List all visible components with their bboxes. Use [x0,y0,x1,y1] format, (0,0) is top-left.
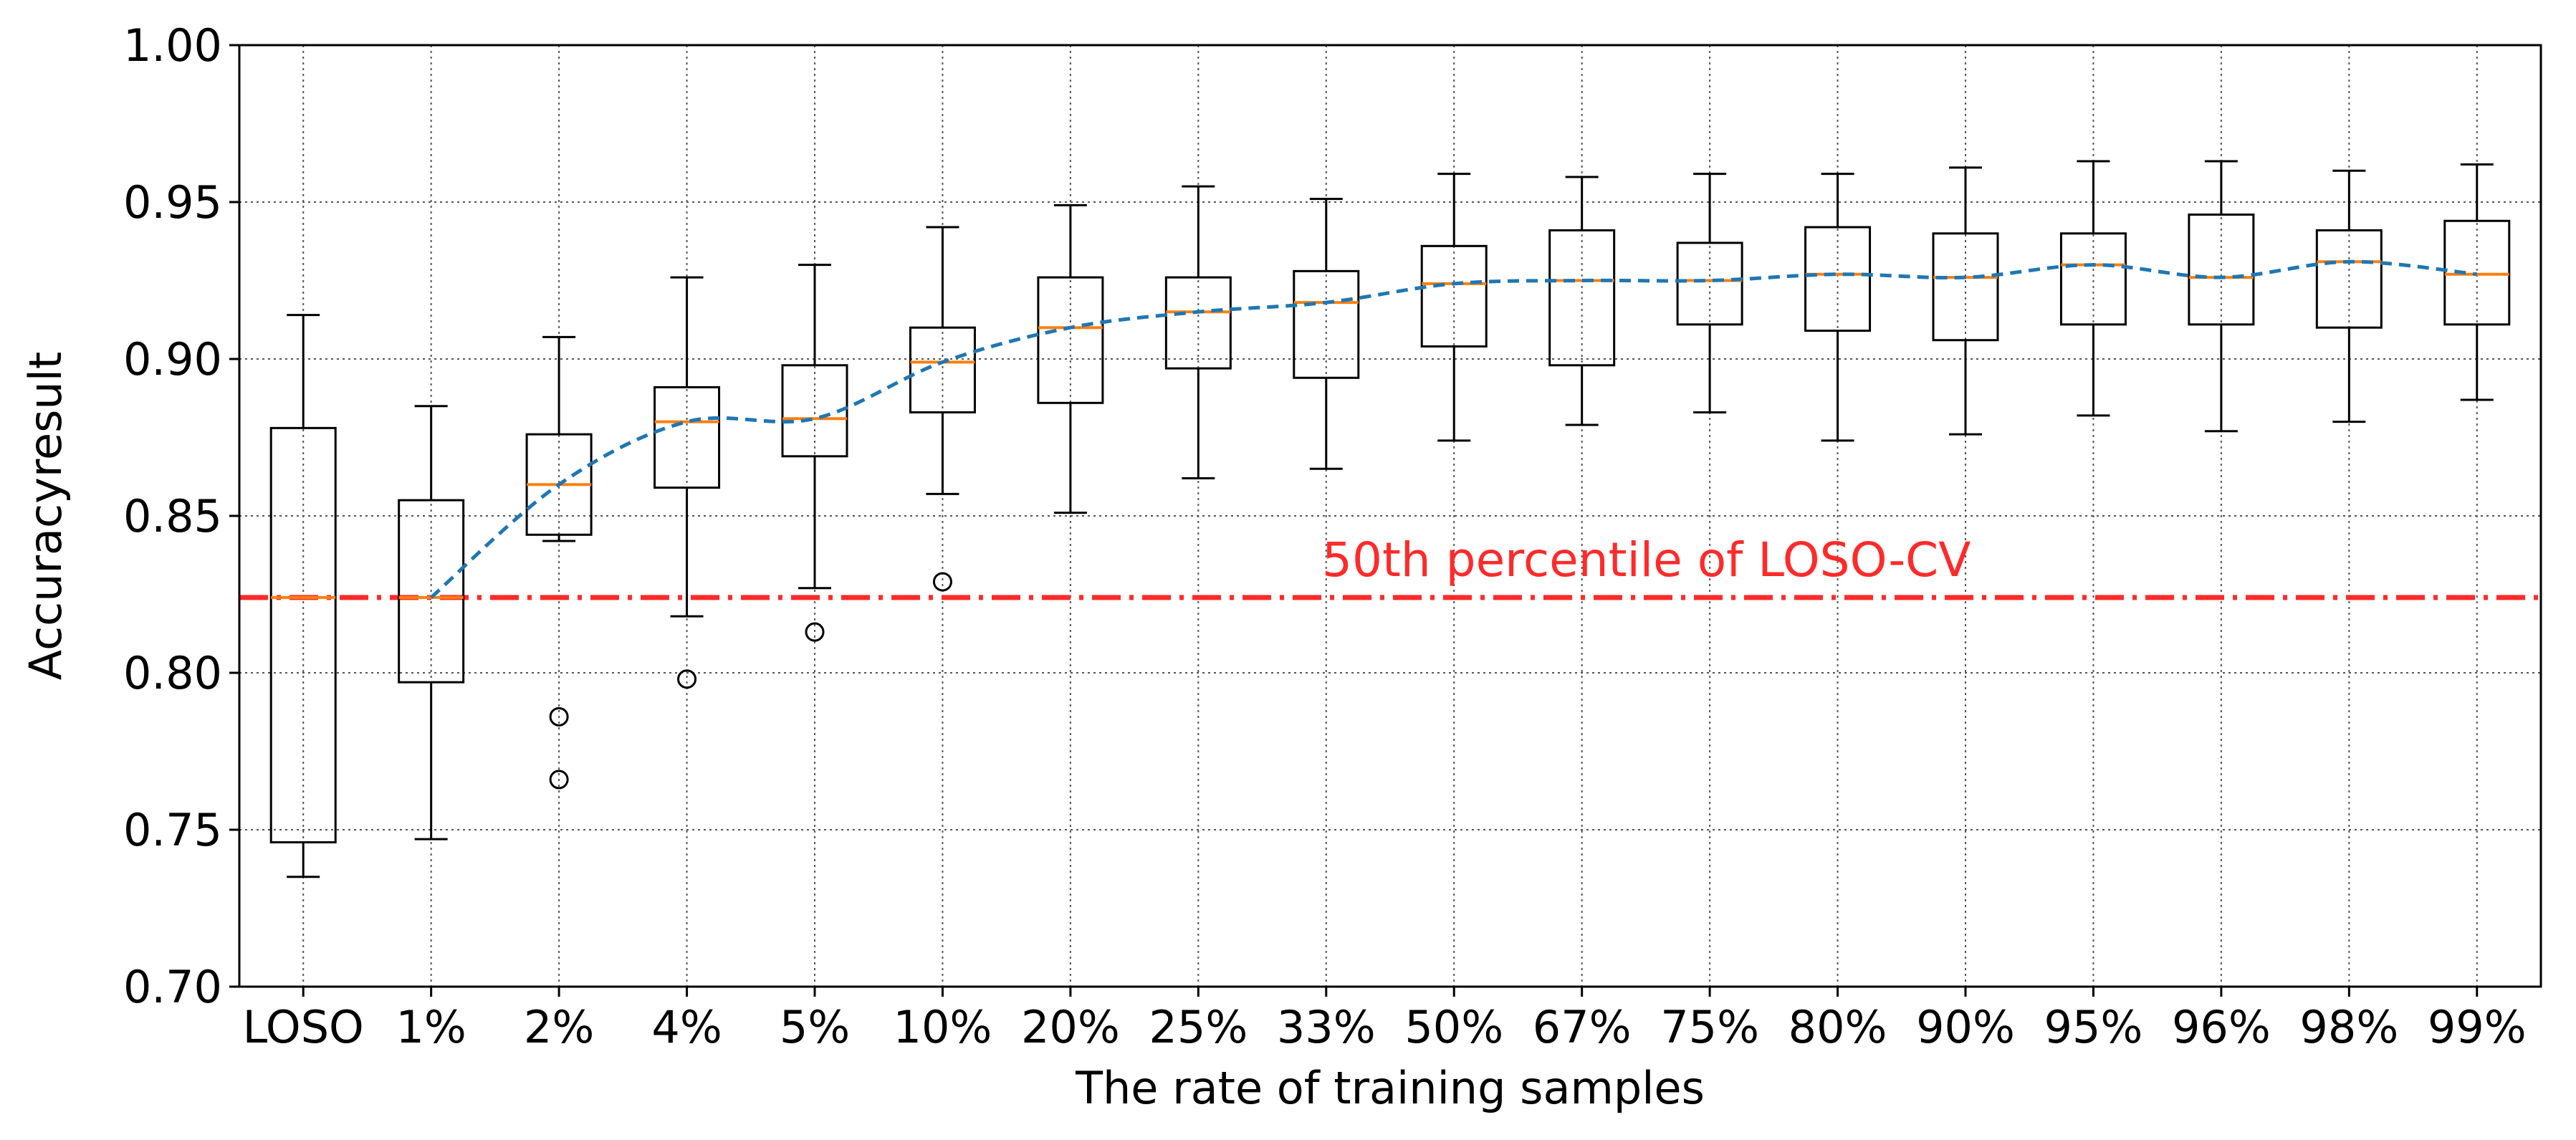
box-plot [1548,176,1616,426]
x-tick-label: 95% [2044,1001,2143,1053]
x-tick-label: 98% [2299,1001,2398,1053]
outlier-point [549,770,569,790]
outlier-point [549,706,569,727]
box-plot [781,264,848,642]
median-trend-line [430,259,2478,599]
box-plot [1293,198,1360,470]
box-plot [909,226,976,592]
y-tick-label: 0.70 [123,961,222,1013]
outlier-point [932,572,952,592]
x-tick-label: 99% [2428,1001,2527,1053]
iqr-box [2315,229,2383,329]
y-tick-label: 0.85 [123,490,222,542]
y-axis-title: Accuracyresult [19,352,72,680]
x-tick-label: 4% [651,1001,722,1053]
x-tick-label: 33% [1277,1001,1376,1053]
iqr-box [1676,241,1743,326]
y-tick-label: 0.90 [123,333,222,385]
x-tick-label: 25% [1149,1001,1248,1053]
iqr-box [2443,219,2511,326]
x-tick-label: 50% [1404,1001,1503,1053]
iqr-box [398,499,465,684]
y-tick-label: 1.00 [123,19,222,72]
box-plot [269,314,337,878]
x-tick-label: 2% [524,1001,594,1053]
x-tick-label: 90% [1916,1001,2015,1053]
iqr-box [2059,232,2127,326]
x-tick-label: 20% [1021,1001,1120,1053]
box-plot [1037,203,1104,514]
iqr-box [1164,276,1232,370]
iqr-box [1932,232,1999,342]
x-tick-label: LOSO [243,1001,364,1053]
iqr-box [269,426,337,844]
iqr-box [1037,276,1104,404]
iqr-box [653,385,721,489]
box-plot [653,276,721,689]
x-tick-label: 80% [1789,1001,1887,1053]
x-tick-label: 96% [2172,1001,2271,1053]
outlier-point [677,669,697,689]
x-axis-ticks: LOSO 1% 2% 4% 5% 10% 20% 25% 33% 50% 67% 75% 80% 90% 9… [243,987,2527,1053]
x-tick-label: 10% [894,1001,992,1053]
box-plot [1932,166,1999,436]
y-axis-ticks: 0.70 0.75 0.80 0.85 0.90 0.95 1.00 [123,19,239,1013]
x-tick-label: 75% [1660,1001,1759,1053]
x-axis-title: The rate of training samples [1075,1062,1705,1114]
y-tick-label: 0.80 [123,647,222,699]
median-trend-group [430,259,2478,599]
x-tick-label: 1% [396,1001,466,1053]
iqr-box [1804,226,1872,332]
iqr-box [781,364,848,458]
outlier-point [805,622,825,642]
box-plot [525,335,593,790]
y-tick-label: 0.75 [123,804,222,856]
reference-line-label: 50th percentile of LOSO-CV [1322,532,1971,588]
iqr-box [1293,269,1360,379]
iqr-box [909,326,976,413]
y-tick-label: 0.95 [123,176,222,229]
x-tick-label: 5% [780,1001,850,1053]
iqr-box [1548,229,1616,367]
x-tick-label: 67% [1533,1001,1632,1053]
iqr-box [2188,214,2255,326]
iqr-box [1420,244,1488,348]
